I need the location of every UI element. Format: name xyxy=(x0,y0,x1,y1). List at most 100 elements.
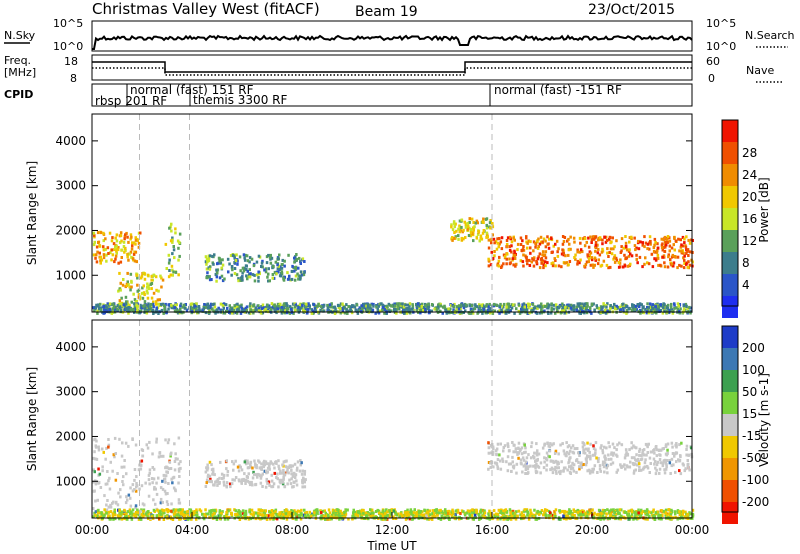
data-cell xyxy=(592,444,595,448)
data-cell xyxy=(438,511,441,515)
data-cell xyxy=(508,262,512,266)
data-cell xyxy=(185,308,189,312)
data-cell xyxy=(313,509,316,513)
data-cell xyxy=(119,260,123,264)
data-cell xyxy=(520,511,524,515)
data-cell xyxy=(154,275,158,279)
data-cell xyxy=(560,460,563,464)
data-cell xyxy=(216,262,219,266)
data-cell xyxy=(496,467,500,471)
data-cell xyxy=(109,505,113,509)
data-cell xyxy=(261,303,265,307)
data-cell xyxy=(153,487,156,491)
data-cell xyxy=(93,240,96,244)
data-cell xyxy=(171,518,175,521)
data-cell xyxy=(630,512,634,516)
data-cell xyxy=(528,258,531,262)
data-cell xyxy=(571,444,575,448)
data-cell xyxy=(402,513,406,517)
data-cell xyxy=(666,442,670,446)
data-cell xyxy=(139,303,142,307)
data-cell xyxy=(624,467,627,471)
data-cell xyxy=(128,304,131,308)
data-cell xyxy=(691,508,695,512)
data-cell xyxy=(548,449,552,453)
data-cell xyxy=(550,466,554,470)
data-cell xyxy=(561,509,564,513)
data-cell xyxy=(304,305,307,309)
data-cell xyxy=(108,308,112,312)
data-cell xyxy=(638,302,642,306)
data-cell xyxy=(670,262,674,266)
data-cell xyxy=(276,263,279,267)
data-cell xyxy=(668,459,671,462)
data-cell xyxy=(156,298,160,302)
data-cell xyxy=(623,264,627,268)
data-cell xyxy=(608,445,611,449)
data-cell xyxy=(618,441,621,445)
data-cell xyxy=(421,308,425,312)
data-cell xyxy=(324,517,327,521)
data-cell xyxy=(594,249,597,253)
data-cell xyxy=(286,277,290,281)
cpid-label: CPID xyxy=(4,88,33,101)
data-cell xyxy=(148,440,151,444)
data-cell xyxy=(454,513,457,516)
data-cell xyxy=(170,222,173,226)
data-cell xyxy=(136,283,139,287)
data-cell xyxy=(300,472,304,476)
data-cell xyxy=(97,304,100,308)
data-cell xyxy=(664,511,667,515)
data-cell xyxy=(637,457,640,461)
data-cell xyxy=(655,454,659,458)
data-cell xyxy=(643,262,646,266)
data-cell xyxy=(581,250,584,254)
data-cell xyxy=(509,462,513,466)
data-cell xyxy=(205,478,209,482)
data-cell xyxy=(95,457,99,461)
data-cell xyxy=(623,463,626,467)
data-cell xyxy=(173,256,176,260)
data-cell xyxy=(264,485,268,489)
data-cell xyxy=(287,253,290,257)
data-cell xyxy=(505,239,509,242)
data-cell xyxy=(599,517,602,521)
data-cell xyxy=(177,511,180,515)
data-cell xyxy=(248,510,251,514)
data-cell xyxy=(496,515,500,519)
data-cell xyxy=(552,244,555,248)
data-cell xyxy=(594,258,597,262)
data-cell xyxy=(457,307,461,310)
data-cell xyxy=(169,454,172,458)
data-cell xyxy=(162,473,166,477)
data-cell xyxy=(152,477,156,481)
cpid-mode-rbsp: rbsp 201 RF xyxy=(95,94,167,108)
data-cell xyxy=(405,510,409,514)
data-cell xyxy=(372,304,375,308)
data-cell xyxy=(498,309,501,313)
data-cell xyxy=(685,235,688,239)
data-cell xyxy=(435,508,438,512)
data-cell xyxy=(291,264,294,268)
data-cell xyxy=(268,306,271,310)
data-cell xyxy=(174,489,177,493)
data-cell xyxy=(395,311,398,315)
data-cell xyxy=(157,455,161,459)
data-cell xyxy=(209,302,213,306)
data-cell xyxy=(166,503,170,506)
data-cell xyxy=(157,289,160,293)
data-cell xyxy=(680,264,683,268)
data-cell xyxy=(248,480,251,484)
data-cell xyxy=(293,305,297,309)
data-cell xyxy=(543,309,546,313)
data-cell xyxy=(337,511,341,515)
data-cell xyxy=(276,267,280,271)
data-cell xyxy=(595,304,598,308)
data-cell xyxy=(366,303,370,306)
data-cell xyxy=(105,253,108,257)
data-cell xyxy=(644,241,648,245)
data-cell xyxy=(633,244,637,248)
data-cell xyxy=(297,256,301,260)
data-cell xyxy=(136,308,139,312)
data-cell xyxy=(515,307,518,311)
